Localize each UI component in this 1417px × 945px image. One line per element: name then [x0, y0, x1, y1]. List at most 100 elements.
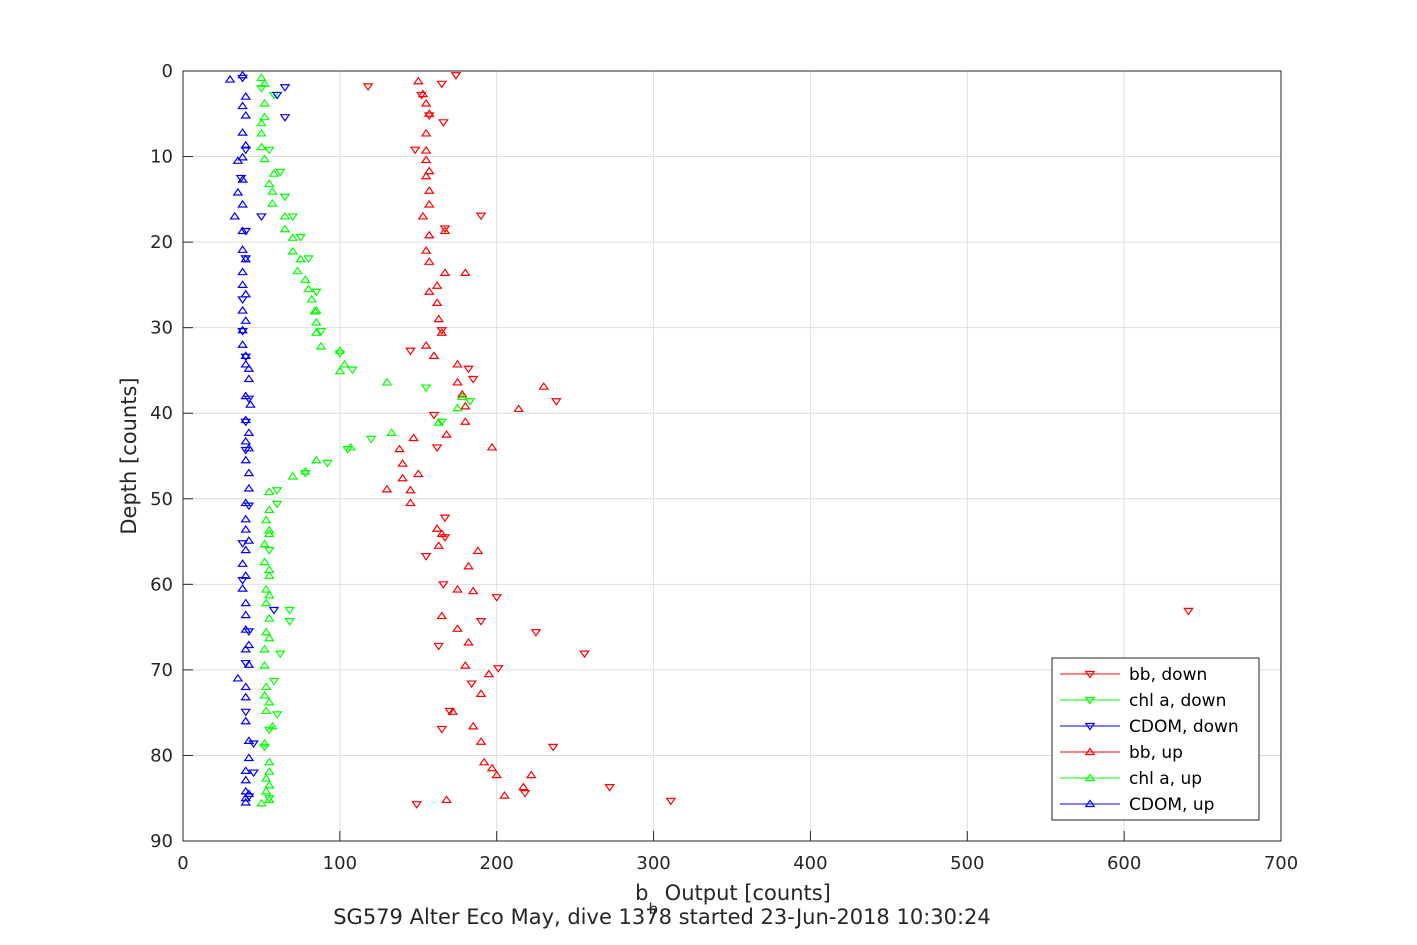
- x-tick-label: 400: [793, 853, 827, 874]
- data-point: [441, 795, 452, 804]
- data-point: [306, 294, 317, 303]
- data-point: [463, 365, 474, 374]
- data-point: [240, 682, 252, 691]
- legend-marker: [1084, 799, 1096, 808]
- data-point: [459, 660, 471, 669]
- legend-marker: [1084, 696, 1096, 705]
- data-point: [279, 114, 291, 122]
- legend-entry: chl a, up: [1060, 769, 1202, 789]
- data-point: [467, 721, 479, 730]
- data-point: [240, 797, 252, 806]
- data-point: [423, 230, 435, 239]
- data-point: [433, 642, 445, 651]
- data-point: [381, 484, 393, 493]
- data-point: [436, 327, 448, 335]
- data-point: [240, 514, 252, 523]
- data-point: [271, 500, 283, 509]
- data-point: [423, 257, 435, 265]
- data-point: [405, 485, 416, 494]
- y-tick-label: 0: [162, 61, 173, 82]
- data-point: [472, 546, 484, 555]
- legend-entry: CDOM, up: [1060, 795, 1214, 815]
- data-point: [256, 798, 267, 807]
- data-point: [240, 625, 252, 633]
- data-point: [237, 245, 248, 253]
- data-point: [263, 767, 275, 775]
- data-point: [267, 721, 278, 730]
- data-point: [381, 377, 393, 386]
- data-point: [256, 213, 267, 222]
- data-point: [339, 359, 350, 368]
- data-point: [284, 606, 296, 615]
- data-point: [274, 650, 286, 659]
- data-point: [439, 514, 451, 523]
- legend-label: CDOM, up: [1129, 795, 1214, 815]
- x-tick-label: 300: [636, 853, 670, 874]
- data-point: [397, 459, 408, 467]
- data-point: [240, 766, 252, 774]
- data-point: [412, 469, 424, 478]
- data-point: [420, 384, 432, 393]
- data-point: [321, 459, 333, 468]
- data-point: [240, 610, 252, 619]
- data-point: [263, 525, 275, 534]
- legend-marker: [1084, 773, 1096, 782]
- data-point: [492, 665, 504, 673]
- data-point: [271, 91, 283, 100]
- data-point: [260, 515, 272, 524]
- data-point: [452, 624, 463, 632]
- data-point: [295, 254, 306, 263]
- data-point: [315, 327, 327, 336]
- data-point: [408, 433, 419, 442]
- data-point: [310, 305, 322, 314]
- x-tick-label: 500: [950, 853, 984, 874]
- data-point: [240, 708, 252, 717]
- data-point: [466, 680, 477, 689]
- data-point: [237, 325, 248, 334]
- data-point: [310, 455, 322, 464]
- data-point: [243, 428, 255, 436]
- y-tick-label: 90: [150, 831, 173, 852]
- data-point: [491, 594, 503, 602]
- data-point: [237, 152, 248, 161]
- data-point: [310, 328, 322, 336]
- data-point: [240, 692, 252, 701]
- data-point: [268, 606, 280, 615]
- data-point: [334, 346, 346, 354]
- legend-label: CDOM, down: [1129, 717, 1239, 737]
- x-tick-label: 100: [323, 853, 357, 874]
- data-point: [420, 145, 432, 154]
- data-point: [268, 677, 280, 686]
- data-point: [279, 224, 291, 233]
- data-point: [237, 540, 248, 548]
- data-point: [525, 770, 537, 779]
- data-point: [431, 444, 443, 453]
- series-5: [224, 70, 256, 806]
- data-point: [423, 166, 435, 175]
- data-point: [240, 110, 252, 119]
- data-point: [243, 640, 255, 649]
- x-tick-label: 0: [177, 853, 188, 874]
- data-point: [310, 317, 322, 326]
- data-point: [604, 784, 615, 792]
- data-point: [240, 436, 252, 445]
- data-point: [259, 644, 270, 653]
- data-point: [260, 786, 272, 795]
- data-point: [431, 298, 443, 306]
- data-point: [423, 186, 435, 194]
- data-point: [237, 327, 248, 336]
- data-point: [436, 418, 448, 427]
- data-point: [240, 716, 252, 725]
- data-point: [271, 711, 283, 720]
- data-point: [240, 775, 252, 784]
- data-point: [240, 227, 252, 236]
- data-point: [267, 198, 278, 207]
- legend-entry: chl a, down: [1060, 691, 1226, 711]
- data-point: [237, 280, 248, 288]
- data-point: [263, 757, 275, 766]
- data-point: [237, 70, 248, 79]
- y-tick-label: 50: [150, 489, 173, 510]
- data-point: [433, 418, 445, 426]
- data-point: [240, 316, 252, 324]
- data-point: [438, 119, 449, 127]
